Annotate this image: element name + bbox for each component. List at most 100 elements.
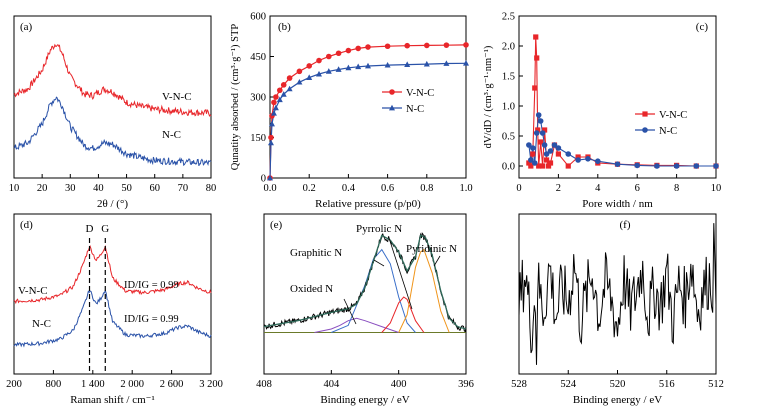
x-tick-label: 30 xyxy=(65,183,76,194)
x-tick-label: 2 000 xyxy=(120,379,144,390)
component-2 xyxy=(331,248,416,333)
point-vnc xyxy=(532,85,538,91)
x-tick-label: 800 xyxy=(46,379,62,390)
label-vnc: V-N-C xyxy=(162,91,192,103)
ratio-vnc: ID/IG = 0.99 xyxy=(124,280,179,291)
y-tick-label: 0 xyxy=(261,174,266,185)
x-axis-label: Binding energy / eV xyxy=(573,394,662,406)
point-nc xyxy=(547,148,554,154)
d-band-label: D xyxy=(86,223,94,235)
y-tick-label: 1.0 xyxy=(502,102,515,113)
point-nc xyxy=(526,142,532,148)
label-nc: N-C xyxy=(162,129,181,141)
point-vnc xyxy=(384,43,391,50)
point-nc xyxy=(335,66,342,72)
point-nc xyxy=(634,162,640,169)
point-nc xyxy=(267,174,273,181)
point-nc xyxy=(537,118,544,124)
point-vnc xyxy=(575,154,581,160)
point-vnc xyxy=(404,42,411,49)
point-nc xyxy=(535,112,542,118)
x-tick-label: 520 xyxy=(610,379,626,390)
point-vnc xyxy=(335,50,342,57)
x-tick-label: 70 xyxy=(178,183,189,194)
x-tick-label: 1 400 xyxy=(81,379,105,390)
x-tick-label: 524 xyxy=(560,379,577,390)
series-vnc-line xyxy=(13,244,212,305)
x-tick-label: 0.2 xyxy=(303,183,316,194)
point-nc xyxy=(280,91,287,97)
point-vnc xyxy=(542,127,548,133)
component-3 xyxy=(381,296,425,333)
point-nc xyxy=(575,157,581,163)
x-tick-label: 8 xyxy=(674,183,679,194)
point-vnc xyxy=(547,160,554,166)
label-pyrrolic: Pyrrolic N xyxy=(356,223,402,235)
point-nc xyxy=(693,163,700,169)
x-tick-label: 2 xyxy=(556,183,561,194)
point-nc xyxy=(316,70,322,77)
x-tick-label: 1.0 xyxy=(459,183,472,194)
point-nc xyxy=(713,163,719,169)
point-vnc xyxy=(316,57,322,64)
g-band-label: G xyxy=(101,223,109,235)
series-line xyxy=(518,223,717,365)
point-nc xyxy=(614,161,621,167)
y-tick-label: 300 xyxy=(250,93,266,104)
point-nc xyxy=(529,145,536,151)
component-4 xyxy=(398,248,450,333)
x-tick-label: 10 xyxy=(9,183,20,194)
point-nc xyxy=(541,142,548,148)
point-vnc xyxy=(326,53,332,60)
point-nc xyxy=(585,156,591,162)
point-vnc xyxy=(538,139,544,145)
y-tick-label: 1.5 xyxy=(502,72,515,83)
panel-a-tag: (a) xyxy=(20,21,33,33)
point-vnc xyxy=(536,163,542,169)
point-nc xyxy=(423,60,430,67)
point-nc xyxy=(325,68,332,74)
point-vnc xyxy=(463,42,469,48)
point-nc xyxy=(463,60,469,66)
panel-b-frame xyxy=(269,15,467,179)
legend-nc-label: N-C xyxy=(406,104,424,115)
panel-b-tag: (b) xyxy=(278,21,291,33)
x-tick-label: 4 xyxy=(595,183,601,194)
point-vnc xyxy=(365,44,371,50)
point-vnc xyxy=(540,163,546,169)
point-vnc xyxy=(424,42,430,49)
x-tick-label: 396 xyxy=(458,379,474,390)
x-axis-label: Relative pressure (p/p0) xyxy=(315,198,421,210)
x-tick-label: 512 xyxy=(708,379,724,390)
x-tick-label: 20 xyxy=(37,183,48,194)
x-tick-label: 516 xyxy=(659,379,675,390)
x-tick-label: 3 200 xyxy=(199,379,223,390)
point-nc xyxy=(296,78,303,85)
series-nc-line xyxy=(13,96,212,167)
point-vnc xyxy=(443,42,450,48)
label-oxided: Oxided N xyxy=(290,283,333,295)
point-vnc xyxy=(533,34,539,40)
envelope-fit xyxy=(263,234,467,330)
ratio-nc: ID/IG = 0.99 xyxy=(124,314,179,325)
x-axis-label: 2θ / (°) xyxy=(97,198,128,210)
point-nc xyxy=(654,163,660,169)
series-vnc-line xyxy=(13,43,212,117)
x-tick-label: 0 xyxy=(516,183,521,194)
y-tick-label: 450 xyxy=(250,52,266,63)
point-vnc xyxy=(271,99,277,106)
point-nc xyxy=(443,60,450,66)
point-nc xyxy=(555,145,562,151)
point-nc xyxy=(565,151,572,157)
legend-nc-marker xyxy=(642,127,648,133)
y-tick-label: 600 xyxy=(250,12,266,23)
leader-oxided xyxy=(343,298,357,325)
point-vnc xyxy=(545,163,552,169)
point-nc xyxy=(595,158,601,164)
x-tick-label: 6 xyxy=(635,183,640,194)
point-vnc xyxy=(277,87,283,94)
panel-f-tag: (f) xyxy=(620,219,631,231)
point-nc xyxy=(345,64,352,71)
point-nc xyxy=(270,110,277,116)
